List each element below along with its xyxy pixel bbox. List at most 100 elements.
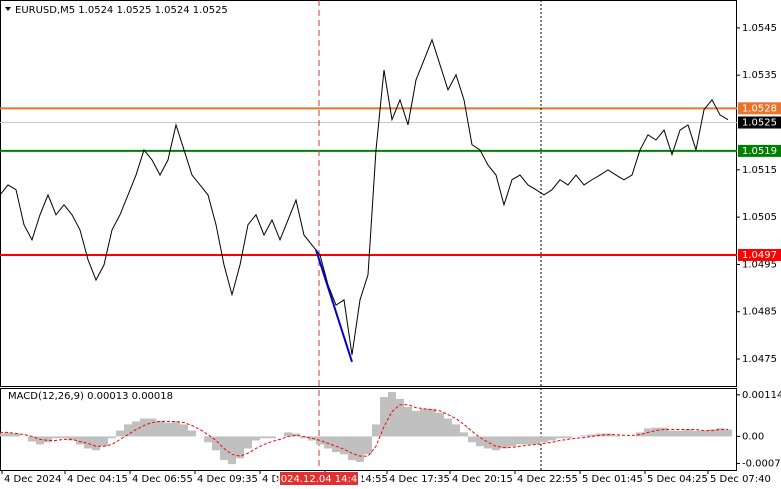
macd-bar <box>84 436 92 449</box>
macd-bar <box>292 433 300 437</box>
macd-bar <box>436 412 444 437</box>
macd-bar <box>668 430 676 437</box>
macd-bar <box>116 430 124 437</box>
macd-bar <box>692 430 700 437</box>
macd-bar <box>700 430 708 437</box>
macd-bar <box>516 436 524 445</box>
x-tick-label: 4 Dec 06:55 <box>132 474 193 485</box>
macd-bar <box>68 436 76 441</box>
macd-bar <box>388 391 396 437</box>
macd-bar <box>468 436 476 443</box>
macd-bar <box>204 436 212 443</box>
macd-bar <box>532 436 540 445</box>
macd-bar <box>636 432 644 437</box>
y-tick-label: 1.0485 <box>742 307 777 318</box>
macd-bar <box>524 436 532 445</box>
macd-bar <box>340 436 348 455</box>
macd-bar <box>500 436 508 449</box>
macd-bar <box>236 436 244 459</box>
y-tick-label: 1.0475 <box>742 354 777 365</box>
y-tick-label: 0.00 <box>742 431 764 442</box>
macd-bar <box>660 427 668 437</box>
macd-bar <box>268 436 276 439</box>
macd-bar <box>492 436 500 451</box>
macd-bar <box>76 436 84 445</box>
macd-bar <box>164 422 172 437</box>
macd-bar <box>0 433 4 437</box>
macd-bar <box>556 436 564 439</box>
trend-line <box>315 249 353 363</box>
y-tick-label: 1.0505 <box>742 212 777 223</box>
signal-line <box>0 404 728 457</box>
macd-bar <box>44 436 52 443</box>
macd-bar <box>548 436 556 441</box>
y-tick-label: 1.0535 <box>742 70 777 81</box>
macd-bar <box>316 436 324 445</box>
x-tick-label: 4 Dec 20:15 <box>452 474 513 485</box>
macd-bar <box>212 436 220 451</box>
macd-bar <box>140 418 148 437</box>
y-tick-label: 1.0545 <box>742 23 777 34</box>
macd-bar <box>612 435 620 437</box>
y-tick-label: 0.00114 <box>742 390 781 401</box>
level-box <box>738 102 781 115</box>
macd-bar <box>60 436 68 439</box>
macd-bar <box>372 424 380 437</box>
macd-bar <box>148 418 156 437</box>
macd-bar <box>156 420 164 437</box>
vline-label: 2024.12.04 14:45 <box>274 474 363 485</box>
macd-bar <box>564 436 572 439</box>
macd-bar <box>100 436 108 447</box>
macd-bar <box>444 418 452 437</box>
macd-bar <box>708 429 716 437</box>
macd-bar <box>580 435 588 437</box>
macd-bar <box>308 436 316 441</box>
macd-bar <box>228 436 236 465</box>
macd-bar <box>396 398 404 437</box>
macd-title: MACD(12,26,9) 0.00013 0.00018 <box>8 391 173 402</box>
x-tick-label: 5 Dec 04:25 <box>647 474 708 485</box>
menu-triangle <box>5 7 11 11</box>
macd-bar <box>28 436 36 442</box>
macd-bar <box>172 421 180 437</box>
macd-bar <box>332 436 340 453</box>
level-label: 1.0497 <box>742 250 777 261</box>
macd-bar <box>716 428 724 437</box>
macd-bar <box>364 436 372 455</box>
macd-bar <box>420 408 428 437</box>
macd-bar <box>484 436 492 449</box>
macd-bar <box>324 436 332 449</box>
macd-bar <box>684 429 692 437</box>
macd-bar <box>452 424 460 437</box>
macd-bar <box>356 436 364 462</box>
x-tick-label: 4 Dec 2024 <box>4 474 62 485</box>
vline-label-box <box>280 472 358 485</box>
y-tick-label: 1.0495 <box>742 259 777 270</box>
macd-bar <box>108 436 116 439</box>
macd-bar <box>300 436 308 439</box>
macd-bar <box>676 430 684 437</box>
x-tick-label: 5 Dec 01:45 <box>582 474 643 485</box>
x-tick-label: 4 Dec 22:55 <box>517 474 578 485</box>
x-tick-label: 4 Dec 09:35 <box>197 474 258 485</box>
y-tick-label: -0.00074 <box>742 458 781 469</box>
chart-title: EURUSD,M5 1.0524 1.0525 1.0524 1.0525 <box>15 5 228 16</box>
price-line <box>0 38 729 355</box>
x-tick-label: 4 Dec 04:15 <box>67 474 128 485</box>
macd-bar <box>588 434 596 437</box>
level-box <box>738 144 781 157</box>
macd-bar <box>36 436 44 445</box>
macd-bar <box>428 408 436 437</box>
x-tick-label: 5 Dec 07:40 <box>710 474 771 485</box>
macd-bar <box>412 410 420 437</box>
y-tick-label: 1.0515 <box>742 165 777 176</box>
current-price-box <box>738 116 781 129</box>
macd-bar <box>180 424 188 437</box>
macd-bar <box>260 436 268 439</box>
macd-bar <box>4 432 12 437</box>
macd-bar <box>508 436 516 447</box>
macd-bar <box>284 432 292 437</box>
main-panel-frame <box>0 0 737 387</box>
macd-bar <box>596 433 604 437</box>
macd-bar <box>12 433 20 437</box>
